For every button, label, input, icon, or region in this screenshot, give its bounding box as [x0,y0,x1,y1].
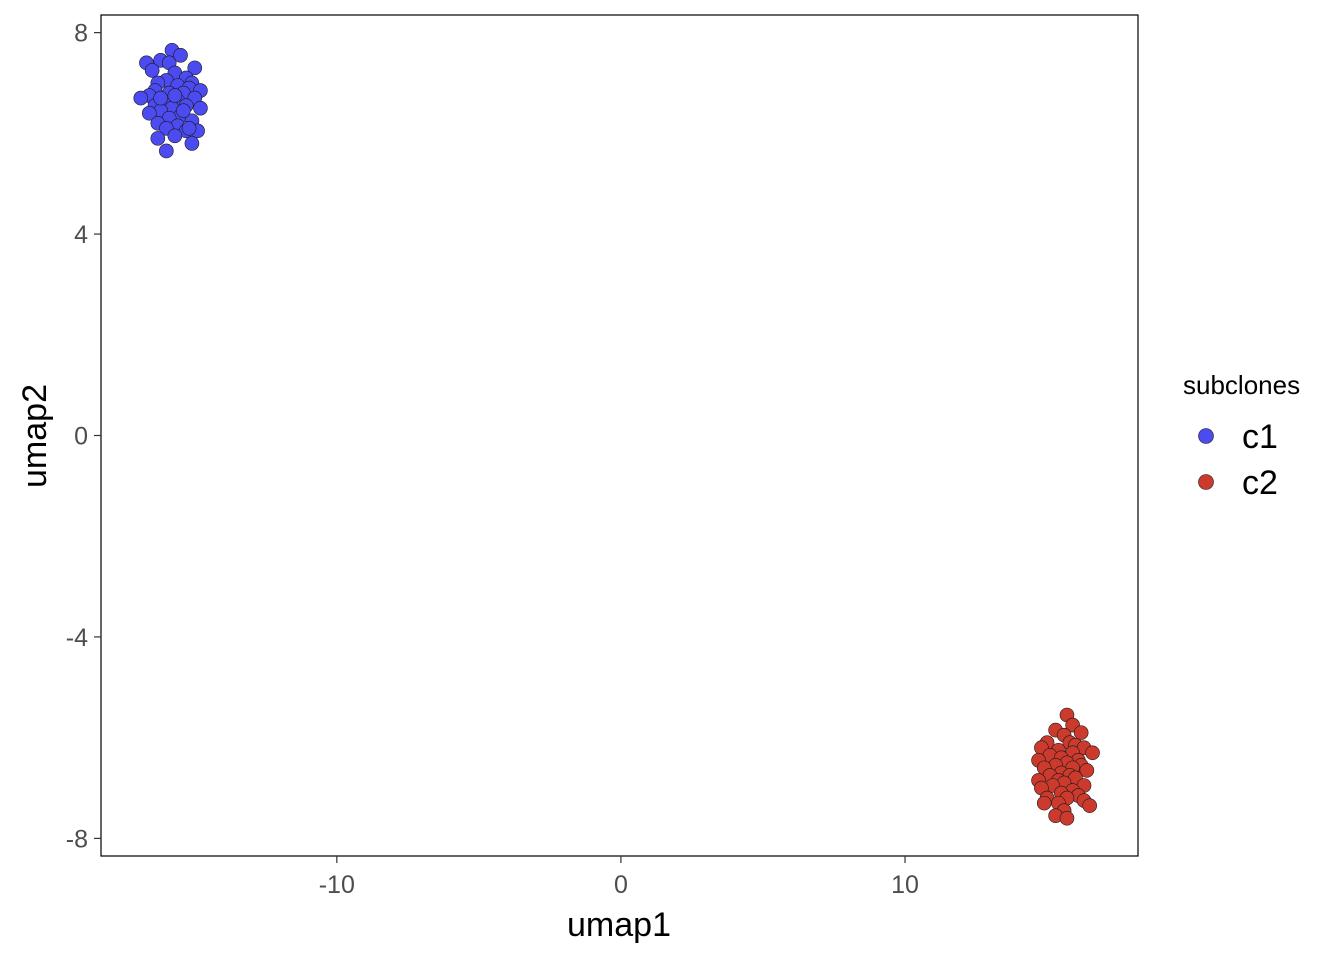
y-tick-label: 4 [74,221,88,249]
data-point-c1 [187,60,203,76]
y-tick-label: -8 [66,825,88,853]
plot-area: -10 0 10 -8 -4 0 4 8 [66,14,1139,899]
data-point-c2 [1036,795,1052,811]
plot-panel-border [100,14,1139,857]
legend-label-c1: c1 [1242,418,1278,456]
legend-key-c1 [1198,428,1214,444]
data-point-c1 [173,47,188,63]
data-point-c2 [1073,725,1089,740]
y-tick-label: -4 [66,624,88,652]
data-point-c2 [1082,798,1098,813]
legend: subclones c1 c2 [1183,370,1300,502]
legend-label-c2: c2 [1242,464,1278,502]
x-tick-label: 0 [614,871,628,899]
data-point-c1 [184,136,200,151]
data-point-c1 [133,90,149,106]
y-tick-label: 8 [74,20,88,48]
data-point-c1 [153,90,168,106]
data-point-c2 [1085,745,1100,761]
legend-key-c2 [1198,474,1214,490]
y-axis-title: umap2 [16,384,54,488]
data-point-c1 [193,100,208,116]
data-point-c1 [167,128,183,144]
data-point-c1 [176,103,191,118]
x-tick-label: 10 [891,871,919,899]
data-point-c1 [144,63,160,78]
x-tick-label: -10 [319,871,355,899]
data-point-c1 [150,131,166,146]
x-axis-title: umap1 [567,906,671,944]
data-point-c1 [159,143,174,159]
y-tick-label: 0 [74,423,88,451]
data-point-c2 [1059,810,1075,826]
legend-title: subclones [1183,370,1300,400]
data-point-c2 [1079,763,1095,778]
data-point-c1 [181,121,197,136]
data-point-c1 [167,88,183,103]
data-point-c1 [141,105,157,121]
